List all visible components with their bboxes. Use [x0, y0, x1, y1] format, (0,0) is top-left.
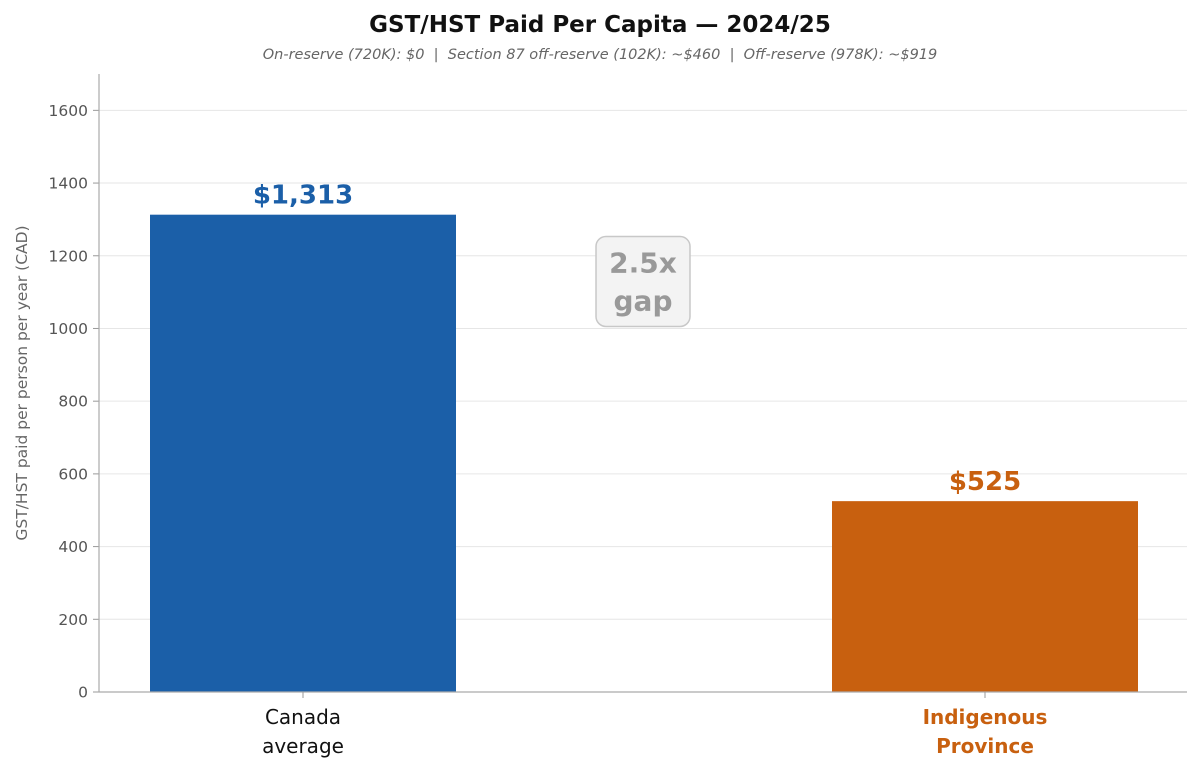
bar-value-label: $525 [949, 467, 1021, 497]
bar-value-label: $1,313 [253, 181, 353, 211]
y-tick-label: 200 [58, 611, 88, 629]
y-tick-label: 600 [58, 465, 88, 483]
axes [93, 74, 1187, 698]
x-tick-label: Canada [265, 705, 341, 729]
chart-title: GST/HST Paid Per Capita — 2024/25 [369, 12, 831, 38]
x-tick-label: Province [936, 734, 1034, 758]
bar [150, 214, 456, 692]
y-axis-label: GST/HST paid per person per year (CAD) [13, 225, 31, 540]
x-tick-labels: Canada average Indigenous Province [262, 705, 1047, 758]
annotation-text: gap [614, 284, 673, 317]
y-tick-label: 1200 [49, 247, 88, 265]
y-tick-label: 1000 [49, 320, 88, 338]
x-tick-label: Indigenous [923, 705, 1048, 729]
bar [832, 501, 1138, 692]
y-tick-label: 400 [58, 538, 88, 556]
annotation-text: 2.5x [609, 246, 677, 279]
data-labels: $1,313 $525 [253, 181, 1021, 497]
bars [150, 214, 1138, 692]
y-tick-label: 1400 [49, 175, 88, 193]
chart-subtitle: On-reserve (720K): $0 | Section 87 off-r… [263, 47, 938, 63]
y-tick-label: 1600 [49, 102, 88, 120]
y-tick-label: 800 [58, 393, 88, 411]
annotation-box [595, 235, 691, 328]
x-tick-label: average [262, 734, 344, 758]
gap-annotation: 2.5x gap [595, 235, 691, 328]
y-tick-labels: 0 200 400 600 800 1000 1200 1400 1600 [49, 102, 88, 702]
y-tick-label: 0 [78, 684, 88, 702]
